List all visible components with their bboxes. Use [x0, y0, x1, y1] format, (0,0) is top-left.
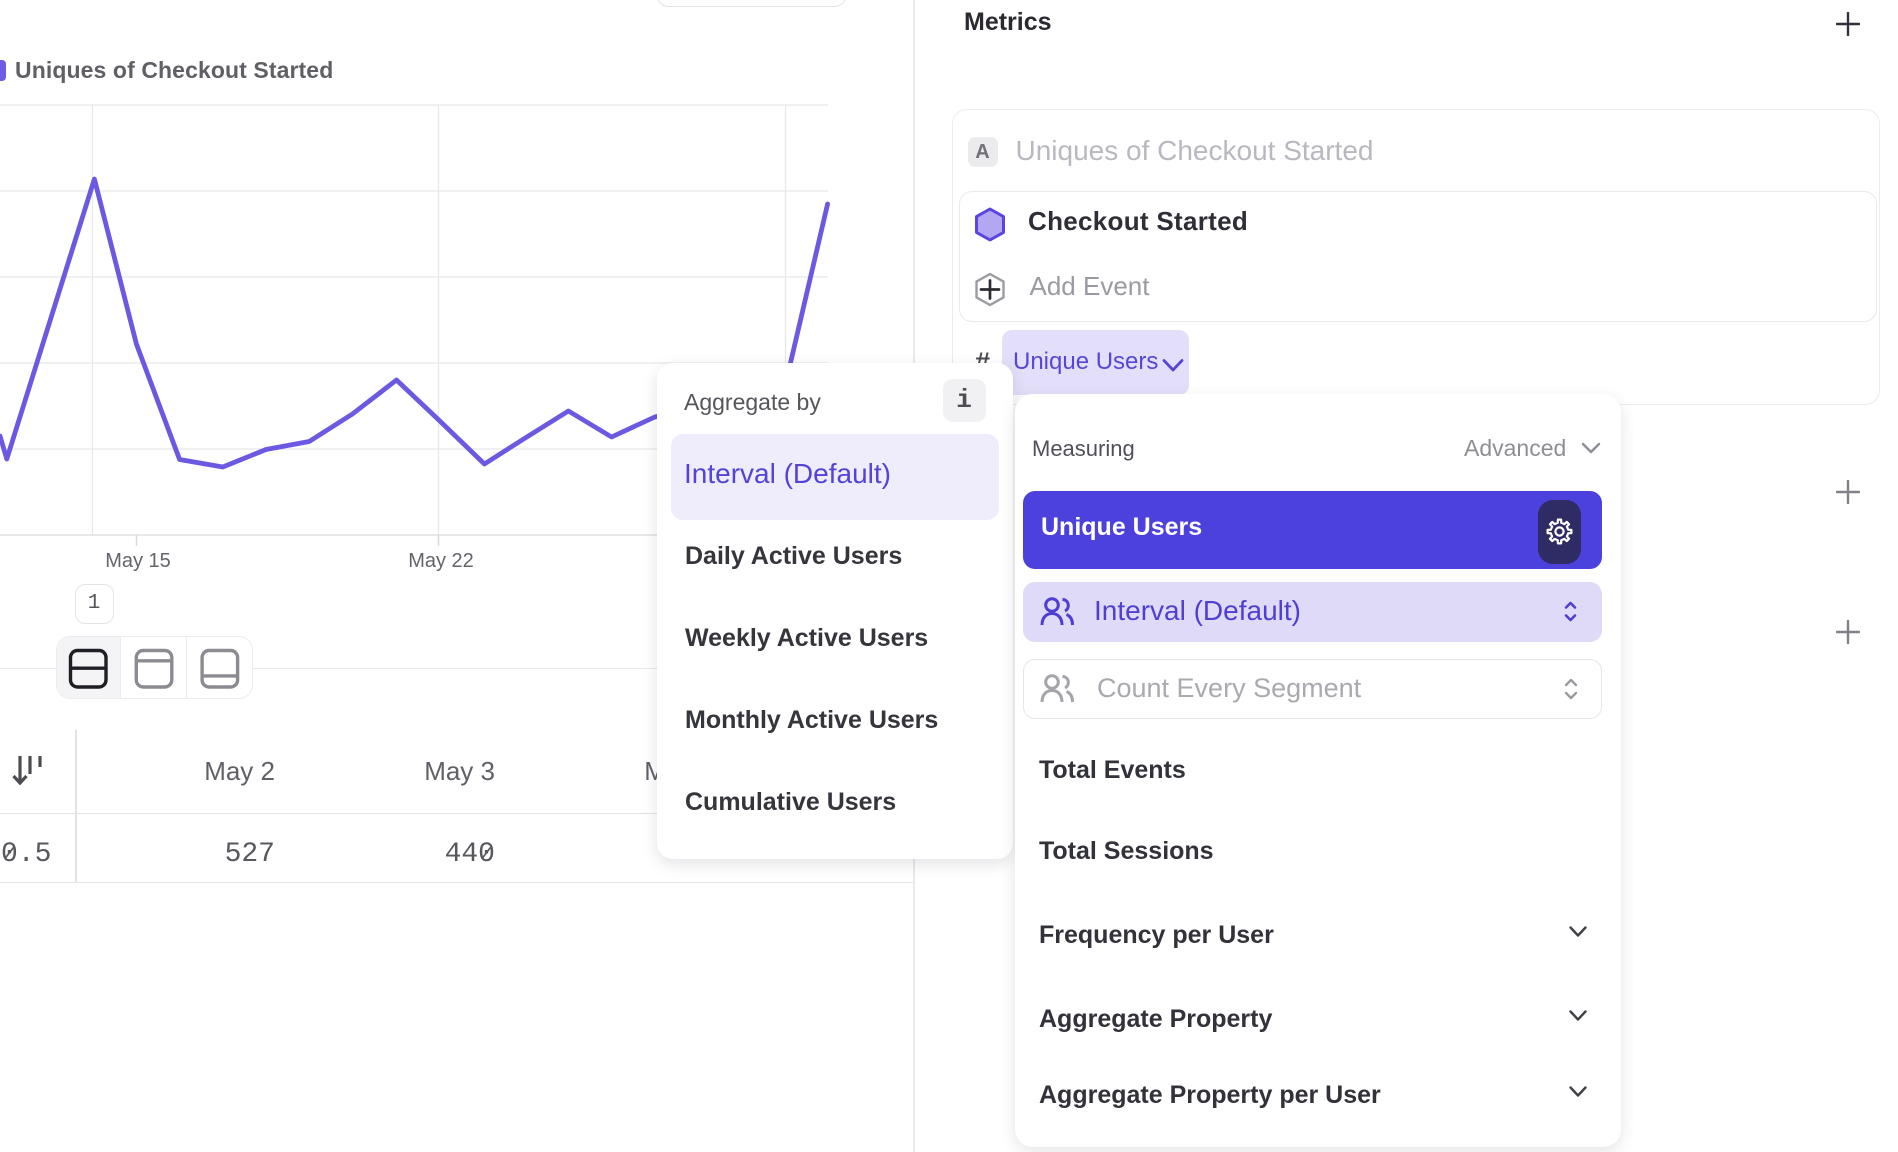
svg-text:May 15: May 15: [105, 550, 171, 572]
svg-text:May 22: May 22: [408, 550, 474, 572]
